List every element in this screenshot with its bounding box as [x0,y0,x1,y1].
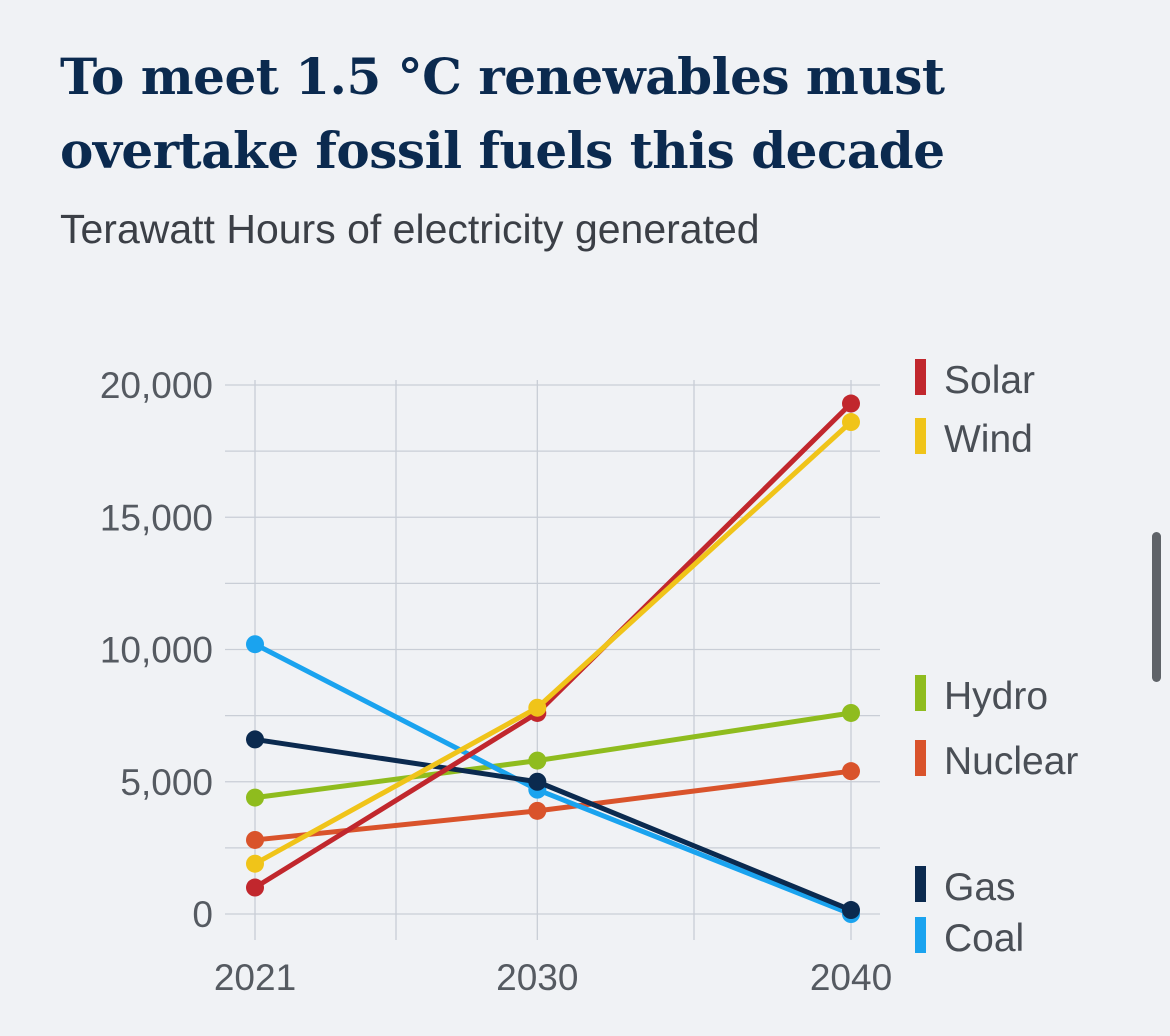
series-line [252,736,854,913]
data-point [842,703,860,722]
legend-label: Wind [944,418,1033,461]
chart-subtitle: Terawatt Hours of electricity generated [60,206,760,252]
data-point [246,830,264,849]
data-point [528,772,547,791]
legend-swatch [915,866,926,902]
series-hydro [246,703,860,807]
x-tick-label: 2021 [214,957,296,998]
x-axis-ticks: 2021 2030 2040 [214,957,892,998]
data-point [842,413,860,432]
legend-label: Nuclear [944,740,1078,783]
legend-label: Hydro [944,675,1048,718]
y-axis-ticks: 20,000 15,000 10,000 5,000 0 [100,365,213,935]
legend-item-nuclear: Nuclear [915,740,1078,783]
x-tick-label: 2040 [810,957,892,998]
legend: Solar Wind Hydro Nuclear Gas Coal [915,359,1078,960]
legend-item-solar: Solar [915,359,1035,402]
legend-swatch [915,917,926,953]
data-point [246,878,264,897]
legend-swatch [915,675,926,711]
series-lines [246,394,860,923]
y-tick-label: 15,000 [100,497,213,538]
y-tick-label: 0 [192,894,213,935]
x-tick-label: 2030 [496,957,578,998]
data-point [246,635,264,654]
data-point [528,698,547,717]
y-tick-label: 20,000 [100,365,213,406]
gridlines [225,380,880,940]
data-point [246,854,264,873]
legend-swatch [915,359,926,395]
legend-label: Solar [944,359,1035,402]
series-coal [246,635,860,923]
legend-item-wind: Wind [915,418,1033,461]
legend-swatch [915,418,926,454]
y-tick-label: 5,000 [120,762,213,803]
scrollbar-thumb[interactable] [1152,532,1161,682]
legend-swatch [915,740,926,776]
series-gas [246,730,860,920]
data-point [528,801,547,820]
series-solar [246,394,860,897]
data-point [246,788,264,807]
legend-label: Coal [944,917,1024,960]
data-point [842,762,860,781]
legend-item-hydro: Hydro [915,675,1048,718]
legend-label: Gas [944,866,1016,909]
data-point [528,751,547,770]
data-point [246,730,264,749]
y-tick-label: 10,000 [100,630,213,671]
data-point [842,901,860,920]
chart-title: To meet 1.5 °C renewables must overtake … [60,47,945,180]
series-wind [246,413,860,873]
legend-item-coal: Coal [915,917,1024,960]
legend-item-gas: Gas [915,866,1016,909]
data-point [842,394,860,413]
